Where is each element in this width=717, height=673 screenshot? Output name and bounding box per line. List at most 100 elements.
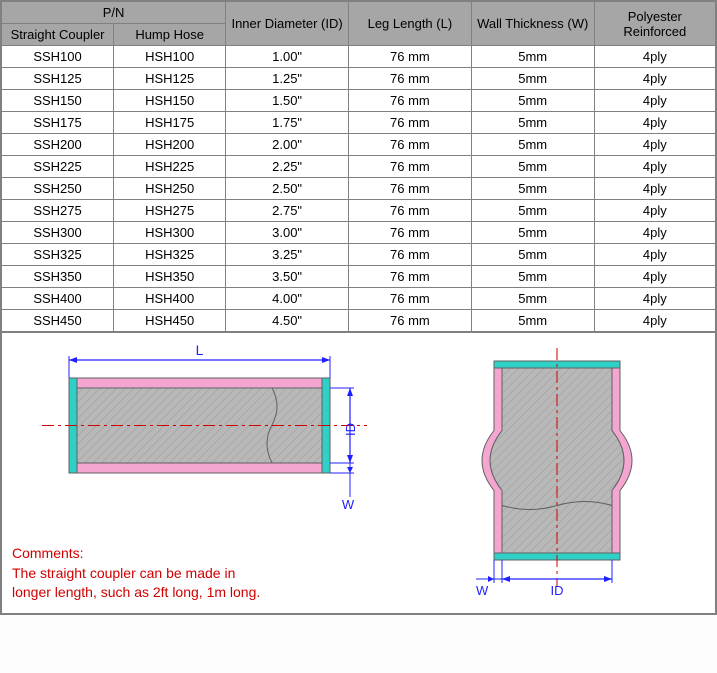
cell-id: 1.00" — [226, 46, 349, 68]
cell-leg: 76 mm — [348, 222, 471, 244]
cell-id: 1.50" — [226, 90, 349, 112]
header-hump: Hump Hose — [114, 24, 226, 46]
table-row: SSH125HSH1251.25"76 mm5mm4ply — [2, 68, 716, 90]
cell-id: 3.25" — [226, 244, 349, 266]
cell-w: 5mm — [471, 112, 594, 134]
table-row: SSH300HSH3003.00"76 mm5mm4ply — [2, 222, 716, 244]
table-row: SSH250HSH2502.50"76 mm5mm4ply — [2, 178, 716, 200]
cell-w: 5mm — [471, 178, 594, 200]
spec-table: P/N Inner Diameter (ID) Leg Length (L) W… — [1, 1, 716, 332]
cell-w: 5mm — [471, 134, 594, 156]
cell-p: 4ply — [594, 178, 715, 200]
table-row: SSH325HSH3253.25"76 mm5mm4ply — [2, 244, 716, 266]
cell-id: 2.25" — [226, 156, 349, 178]
cell-hh: HSH350 — [114, 266, 226, 288]
cell-sc: SSH250 — [2, 178, 114, 200]
cell-leg: 76 mm — [348, 68, 471, 90]
table-row: SSH225HSH2252.25"76 mm5mm4ply — [2, 156, 716, 178]
cell-w: 5mm — [471, 288, 594, 310]
header-wall: Wall Thickness (W) — [471, 2, 594, 46]
header-id: Inner Diameter (ID) — [226, 2, 349, 46]
table-row: SSH200HSH2002.00"76 mm5mm4ply — [2, 134, 716, 156]
table-row: SSH350HSH3503.50"76 mm5mm4ply — [2, 266, 716, 288]
cell-id: 3.00" — [226, 222, 349, 244]
cell-p: 4ply — [594, 266, 715, 288]
comments-line2: longer length, such as 2ft long, 1m long… — [12, 583, 260, 603]
cell-leg: 76 mm — [348, 244, 471, 266]
cell-leg: 76 mm — [348, 310, 471, 332]
cell-sc: SSH325 — [2, 244, 114, 266]
cell-p: 4ply — [594, 244, 715, 266]
cell-id: 4.50" — [226, 310, 349, 332]
cell-leg: 76 mm — [348, 112, 471, 134]
header-leg: Leg Length (L) — [348, 2, 471, 46]
cell-sc: SSH125 — [2, 68, 114, 90]
cell-leg: 76 mm — [348, 266, 471, 288]
cell-sc: SSH275 — [2, 200, 114, 222]
cell-hh: HSH125 — [114, 68, 226, 90]
diagram-panel: L ID W ID W Comments: The straight coupler c… — [1, 332, 716, 614]
cell-hh: HSH450 — [114, 310, 226, 332]
cell-sc: SSH225 — [2, 156, 114, 178]
table-row: SSH175HSH1751.75"76 mm5mm4ply — [2, 112, 716, 134]
cell-w: 5mm — [471, 310, 594, 332]
cell-w: 5mm — [471, 46, 594, 68]
cell-id: 1.25" — [226, 68, 349, 90]
cell-w: 5mm — [471, 222, 594, 244]
comments-line1: The straight coupler can be made in — [12, 564, 260, 584]
diagram-cell: L ID W ID W Comments: The straight coupler c… — [2, 333, 715, 613]
cell-w: 5mm — [471, 90, 594, 112]
cell-id: 3.50" — [226, 266, 349, 288]
cell-w: 5mm — [471, 244, 594, 266]
table-row: SSH400HSH4004.00"76 mm5mm4ply — [2, 288, 716, 310]
cell-sc: SSH350 — [2, 266, 114, 288]
cell-leg: 76 mm — [348, 200, 471, 222]
cell-hh: HSH100 — [114, 46, 226, 68]
table-row: SSH450HSH4504.50"76 mm5mm4ply — [2, 310, 716, 332]
cell-p: 4ply — [594, 288, 715, 310]
svg-text:W: W — [342, 497, 355, 512]
cell-p: 4ply — [594, 68, 715, 90]
cell-hh: HSH400 — [114, 288, 226, 310]
cell-p: 4ply — [594, 222, 715, 244]
cell-hh: HSH175 — [114, 112, 226, 134]
cell-id: 2.00" — [226, 134, 349, 156]
cell-w: 5mm — [471, 156, 594, 178]
cell-sc: SSH100 — [2, 46, 114, 68]
cell-sc: SSH150 — [2, 90, 114, 112]
svg-text:ID: ID — [551, 583, 564, 598]
header-straight: Straight Coupler — [2, 24, 114, 46]
svg-text:L: L — [196, 342, 204, 358]
cell-leg: 76 mm — [348, 90, 471, 112]
header-pn: P/N — [2, 2, 226, 24]
cell-hh: HSH250 — [114, 178, 226, 200]
cell-sc: SSH175 — [2, 112, 114, 134]
cell-p: 4ply — [594, 200, 715, 222]
cell-leg: 76 mm — [348, 288, 471, 310]
table-row: SSH100HSH1001.00"76 mm5mm4ply — [2, 46, 716, 68]
cell-sc: SSH450 — [2, 310, 114, 332]
cell-sc: SSH400 — [2, 288, 114, 310]
cell-leg: 76 mm — [348, 46, 471, 68]
cell-hh: HSH275 — [114, 200, 226, 222]
header-poly: Polyester Reinforced — [594, 2, 715, 46]
cell-id: 2.50" — [226, 178, 349, 200]
cell-w: 5mm — [471, 200, 594, 222]
comments-block: Comments: The straight coupler can be ma… — [12, 544, 260, 603]
cell-leg: 76 mm — [348, 134, 471, 156]
svg-text:ID: ID — [343, 423, 358, 436]
cell-p: 4ply — [594, 310, 715, 332]
cell-hh: HSH200 — [114, 134, 226, 156]
cell-id: 4.00" — [226, 288, 349, 310]
cell-id: 2.75" — [226, 200, 349, 222]
cell-w: 5mm — [471, 266, 594, 288]
cell-p: 4ply — [594, 156, 715, 178]
cell-hh: HSH150 — [114, 90, 226, 112]
cell-hh: HSH225 — [114, 156, 226, 178]
cell-sc: SSH300 — [2, 222, 114, 244]
cell-p: 4ply — [594, 134, 715, 156]
svg-text:W: W — [476, 583, 489, 598]
cell-hh: HSH325 — [114, 244, 226, 266]
cell-w: 5mm — [471, 68, 594, 90]
cell-sc: SSH200 — [2, 134, 114, 156]
